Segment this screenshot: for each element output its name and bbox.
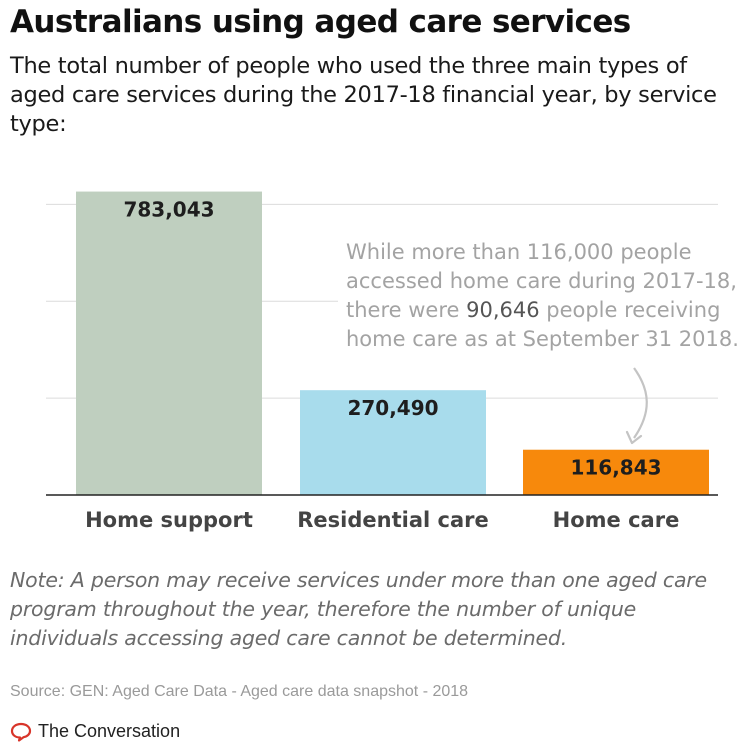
annotation-line: accessed home care during 2017-18, <box>346 269 737 293</box>
bar-residential-care <box>300 390 486 495</box>
bar-home-support <box>76 191 262 495</box>
annotation-arrow <box>633 367 648 439</box>
bar-value-label: 270,490 <box>347 396 438 420</box>
brand-name: The Conversation <box>38 721 181 741</box>
annotation-line: home care as at September 31 2018. <box>346 327 739 351</box>
bar-value-label: 116,843 <box>570 456 661 480</box>
category-label: Home support <box>85 508 253 532</box>
brand: The Conversation <box>10 721 180 742</box>
annotation-line: there were 90,646 people receiving <box>346 298 720 322</box>
bar-home-care <box>523 449 709 495</box>
chart-subtitle: The total number of people who used the … <box>10 53 717 137</box>
annotation-arrowhead <box>625 430 643 445</box>
chart-source: Source: GEN: Aged Care Data - Aged care … <box>10 683 469 700</box>
conversation-bubble-icon <box>10 722 32 742</box>
bars: 783,043 Home support 270,490 Residential ca… <box>46 191 718 532</box>
chart-title: Australians using aged care services <box>10 4 631 40</box>
category-label: Residential care <box>297 508 488 532</box>
annotation: While more than 116,000 people accessed h… <box>338 234 754 445</box>
bar-chart: 783,043 Home support 270,490 Residential ca… <box>46 191 754 532</box>
category-label: Home care <box>553 508 680 532</box>
annotation-background <box>338 234 754 354</box>
bar-value-label: 783,043 <box>123 198 214 222</box>
annotation-line: While more than 116,000 people <box>346 240 692 264</box>
chart-note: Note: A person may receive services unde… <box>10 568 707 650</box>
